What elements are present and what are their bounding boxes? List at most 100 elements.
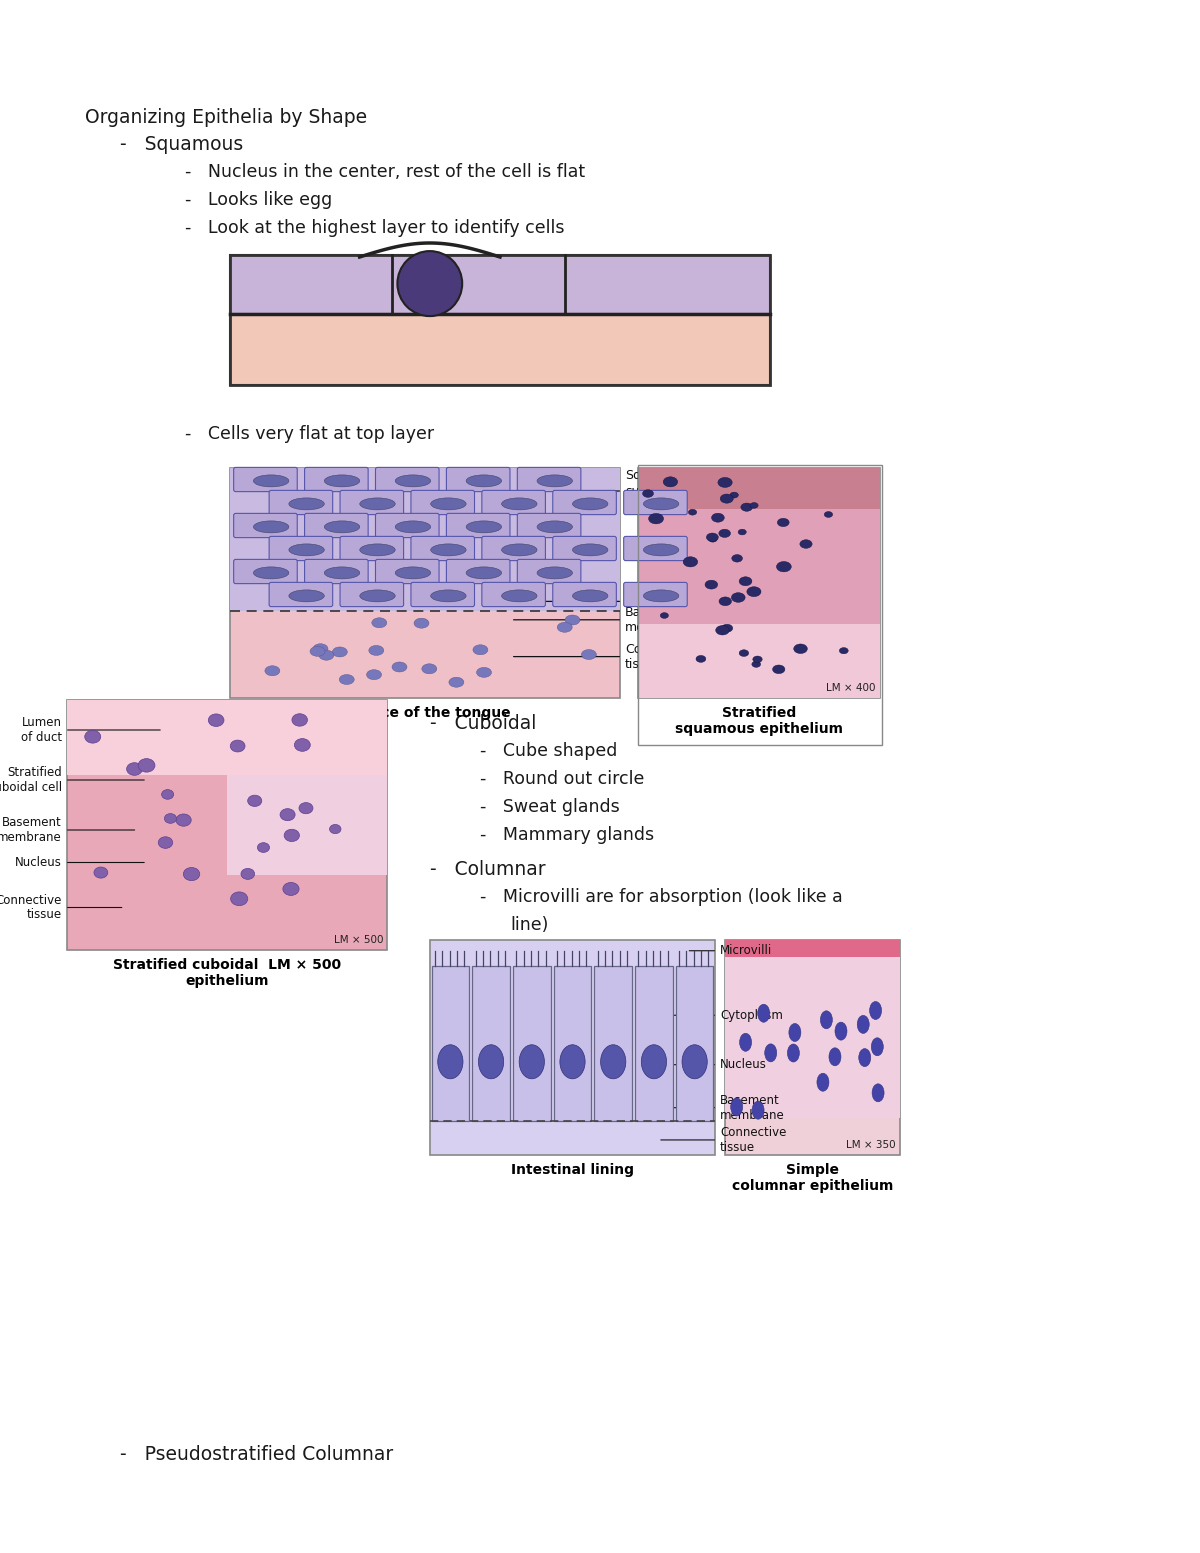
Ellipse shape	[817, 1073, 829, 1092]
Ellipse shape	[324, 475, 360, 486]
Ellipse shape	[319, 651, 334, 660]
Ellipse shape	[230, 741, 245, 752]
Ellipse shape	[85, 730, 101, 744]
Ellipse shape	[715, 626, 730, 635]
Ellipse shape	[706, 581, 718, 589]
Ellipse shape	[572, 544, 608, 556]
Ellipse shape	[557, 623, 572, 632]
Text: -   Look at the highest layer to identify cells: - Look at the highest layer to identify …	[185, 219, 564, 238]
Text: Basement
membrane: Basement membrane	[514, 606, 694, 634]
Ellipse shape	[294, 739, 311, 752]
Bar	[638, 624, 880, 697]
Ellipse shape	[739, 1033, 751, 1051]
Ellipse shape	[94, 867, 108, 877]
FancyBboxPatch shape	[410, 536, 474, 561]
FancyBboxPatch shape	[410, 582, 474, 607]
Ellipse shape	[127, 763, 143, 775]
Ellipse shape	[360, 499, 395, 509]
Ellipse shape	[720, 494, 733, 503]
Ellipse shape	[839, 648, 848, 654]
Text: Connective
tissue: Connective tissue	[514, 643, 695, 671]
FancyBboxPatch shape	[517, 559, 581, 584]
Ellipse shape	[313, 644, 328, 654]
Ellipse shape	[502, 590, 538, 603]
Bar	[676, 966, 713, 1121]
Ellipse shape	[757, 1005, 769, 1022]
Ellipse shape	[600, 1045, 626, 1079]
FancyBboxPatch shape	[553, 491, 617, 514]
Text: Lumen
of duct: Lumen of duct	[20, 716, 161, 744]
FancyBboxPatch shape	[482, 582, 546, 607]
Ellipse shape	[643, 499, 679, 509]
Ellipse shape	[788, 1023, 800, 1042]
Text: -   Pseudostratified Columnar: - Pseudostratified Columnar	[120, 1444, 394, 1464]
Text: Intestinal lining: Intestinal lining	[511, 1163, 634, 1177]
Ellipse shape	[643, 590, 679, 603]
Ellipse shape	[683, 558, 697, 567]
Bar	[227, 775, 386, 874]
Ellipse shape	[466, 520, 502, 533]
Bar	[725, 940, 900, 1155]
Ellipse shape	[682, 1045, 707, 1079]
Text: -   Cuboidal: - Cuboidal	[430, 714, 536, 733]
Ellipse shape	[162, 789, 174, 800]
Ellipse shape	[721, 624, 733, 632]
Ellipse shape	[332, 648, 347, 657]
Bar	[594, 966, 632, 1121]
Ellipse shape	[778, 519, 790, 526]
Bar	[553, 966, 592, 1121]
Ellipse shape	[660, 612, 668, 618]
Text: LM × 400: LM × 400	[827, 683, 876, 693]
Ellipse shape	[708, 536, 718, 542]
Ellipse shape	[184, 868, 199, 881]
Text: -   Cube shaped: - Cube shaped	[480, 742, 617, 759]
FancyBboxPatch shape	[269, 491, 332, 514]
Ellipse shape	[871, 1037, 883, 1056]
Ellipse shape	[752, 655, 762, 663]
Ellipse shape	[366, 669, 382, 680]
FancyBboxPatch shape	[553, 536, 617, 561]
Ellipse shape	[719, 530, 731, 537]
Ellipse shape	[431, 544, 466, 556]
Ellipse shape	[176, 814, 191, 826]
Ellipse shape	[397, 252, 462, 317]
Text: -   Columnar: - Columnar	[430, 860, 546, 879]
Ellipse shape	[746, 587, 761, 596]
Text: -   Sweat glands: - Sweat glands	[480, 798, 619, 815]
Ellipse shape	[368, 646, 384, 655]
Bar	[230, 255, 770, 314]
Bar	[230, 467, 620, 610]
FancyBboxPatch shape	[269, 536, 332, 561]
Text: Surface of the tongue: Surface of the tongue	[340, 707, 511, 721]
Ellipse shape	[739, 649, 749, 657]
Ellipse shape	[414, 618, 428, 627]
Bar	[638, 509, 880, 624]
Ellipse shape	[732, 554, 743, 562]
Ellipse shape	[787, 1044, 799, 1062]
Ellipse shape	[392, 662, 407, 672]
Ellipse shape	[310, 646, 325, 657]
Bar	[67, 700, 386, 950]
Text: Nucleus: Nucleus	[16, 856, 144, 870]
Ellipse shape	[520, 1045, 545, 1079]
Ellipse shape	[641, 1045, 666, 1079]
Text: Cytoplasm: Cytoplasm	[661, 1009, 782, 1022]
Ellipse shape	[538, 520, 572, 533]
Ellipse shape	[324, 520, 360, 533]
FancyBboxPatch shape	[234, 559, 298, 584]
Bar	[725, 957, 900, 1118]
FancyBboxPatch shape	[482, 536, 546, 561]
Text: Stratified
cuboidal cell: Stratified cuboidal cell	[0, 766, 144, 794]
Text: Nucleus: Nucleus	[661, 1058, 767, 1072]
Ellipse shape	[360, 590, 395, 603]
Ellipse shape	[872, 1084, 884, 1101]
Ellipse shape	[253, 475, 289, 486]
Bar	[230, 255, 770, 385]
FancyBboxPatch shape	[624, 582, 688, 607]
Ellipse shape	[800, 540, 812, 548]
Text: Organizing Epithelia by Shape: Organizing Epithelia by Shape	[85, 109, 367, 127]
Ellipse shape	[857, 1016, 869, 1033]
FancyBboxPatch shape	[376, 559, 439, 584]
Ellipse shape	[764, 1044, 776, 1062]
Ellipse shape	[648, 514, 664, 523]
